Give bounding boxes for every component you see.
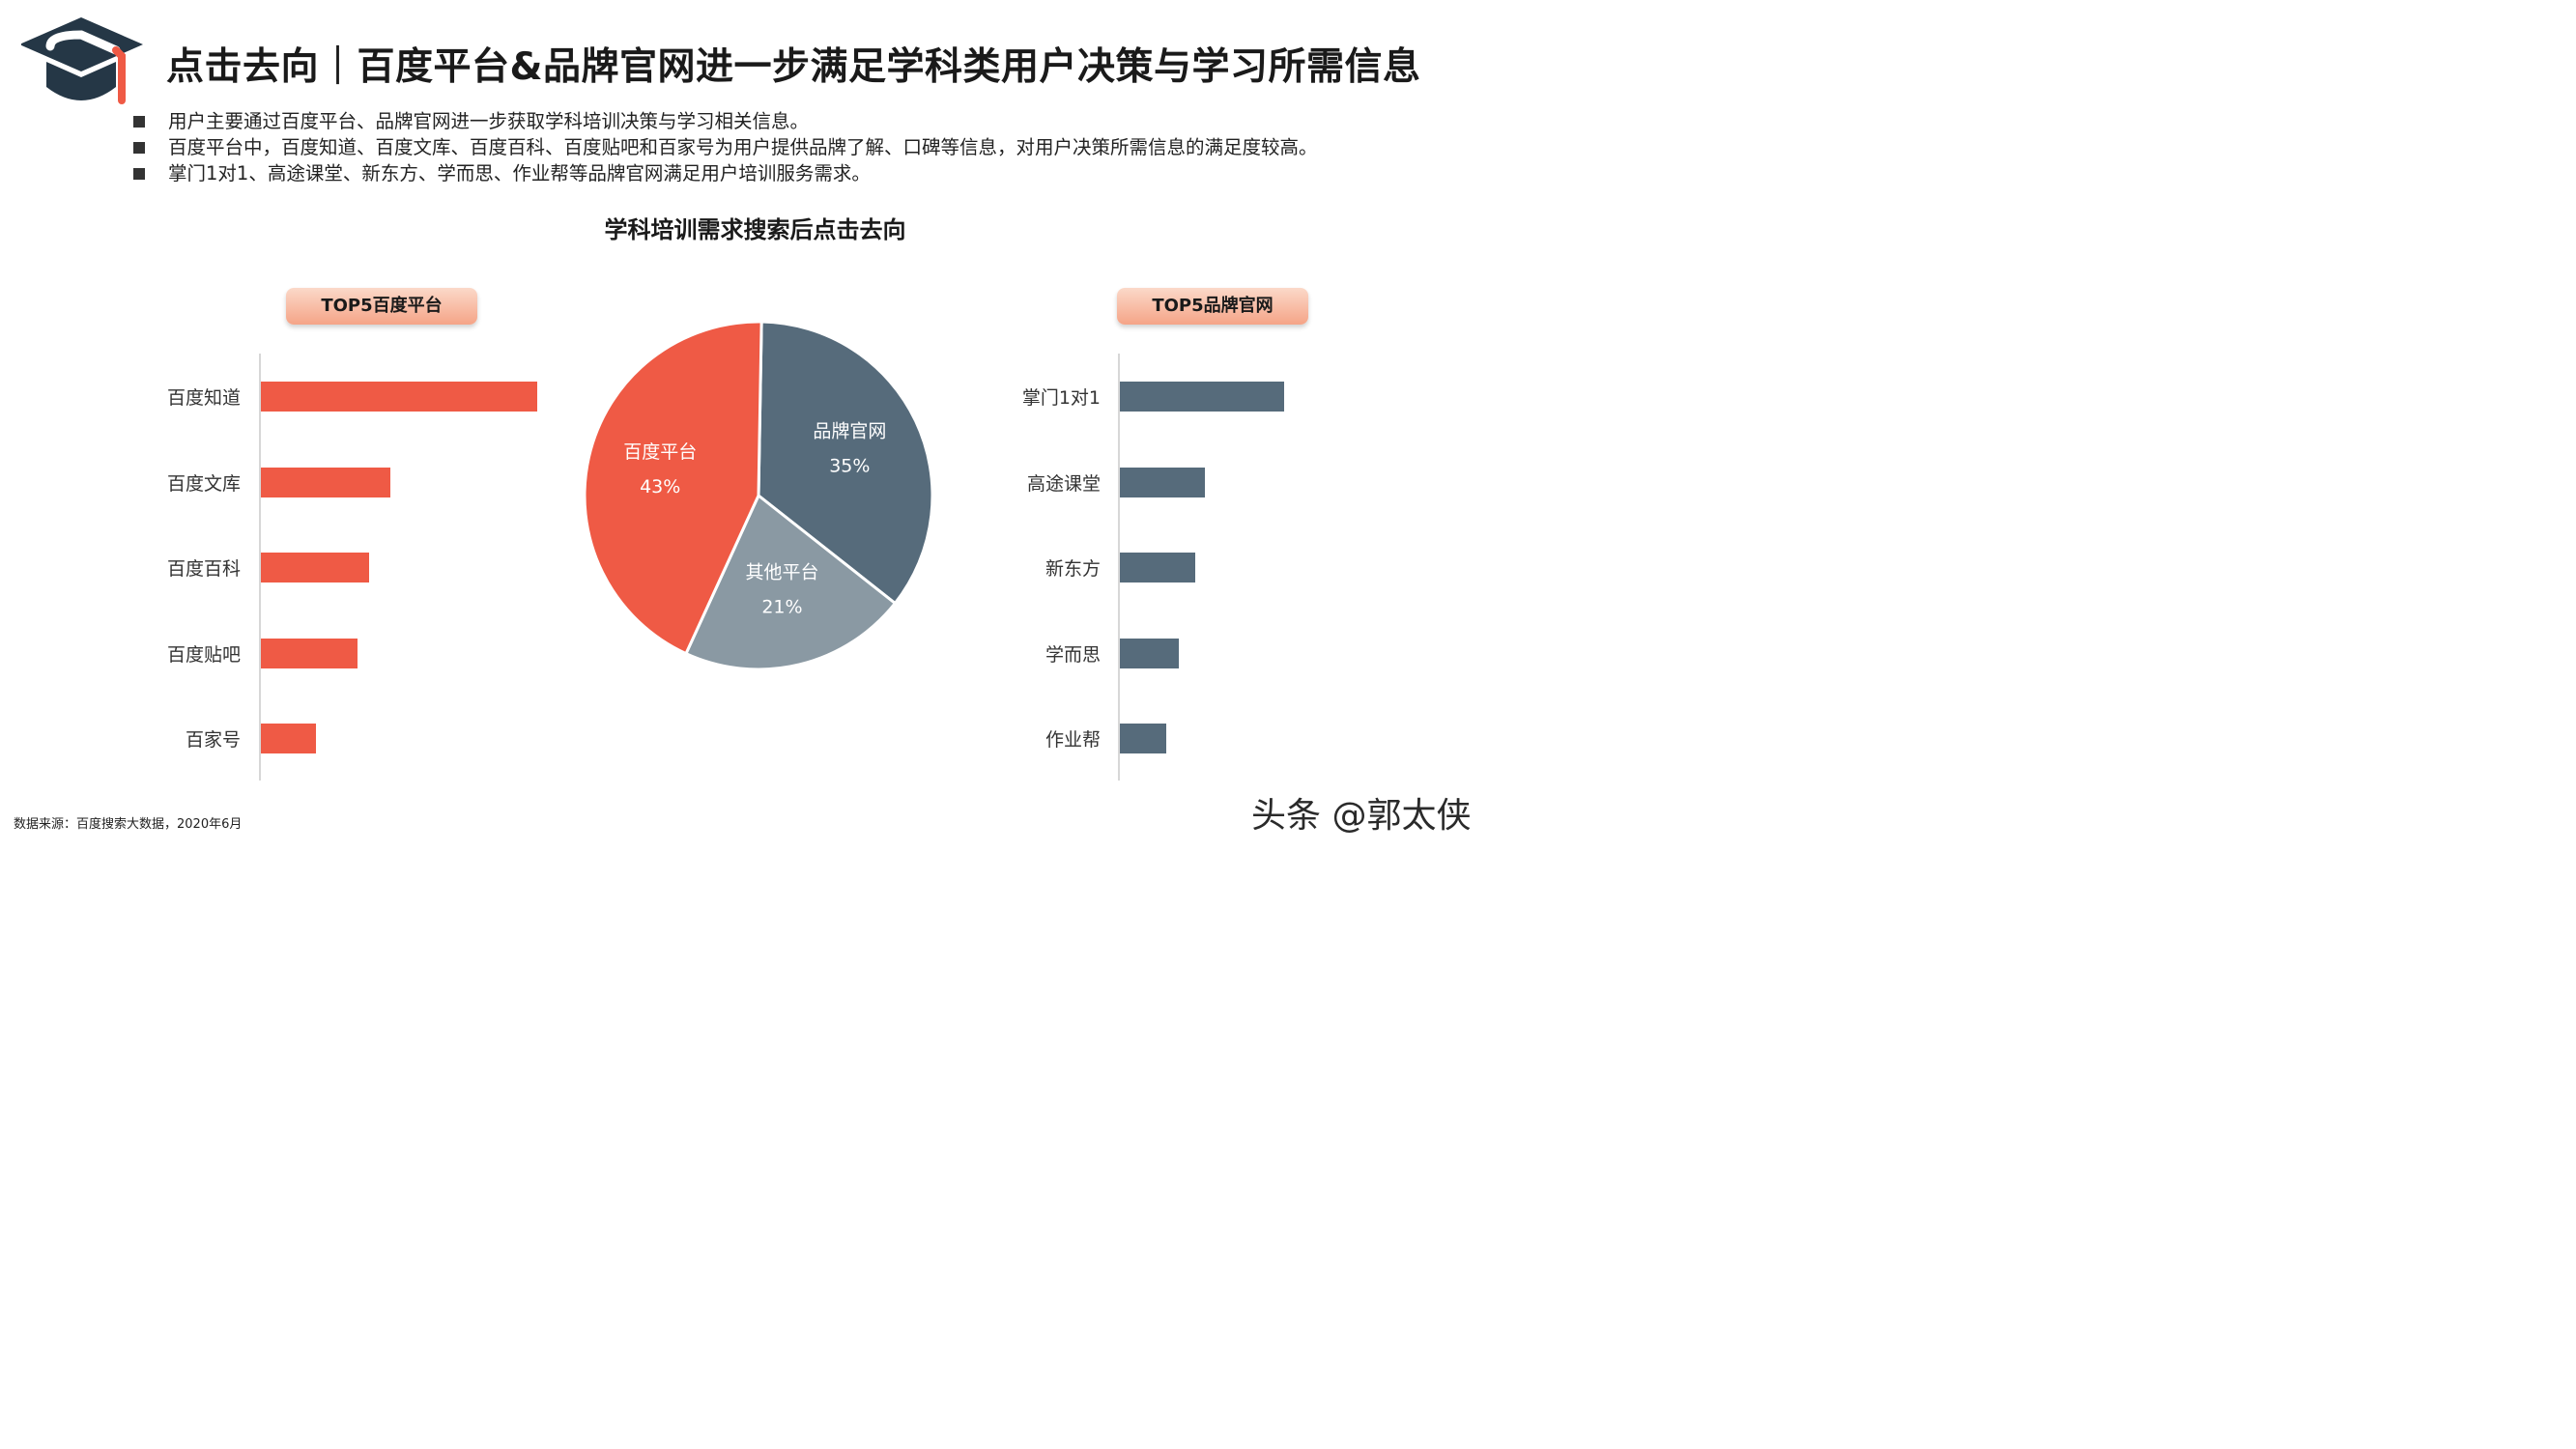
- brand-bar: [1120, 724, 1166, 753]
- pie-slice-value: 21%: [761, 596, 802, 617]
- page-title: 点击去向｜百度平台&品牌官网进一步满足学科类用户决策与学习所需信息: [166, 45, 1421, 89]
- square-bullet-icon: [133, 141, 145, 154]
- bullet-item: 用户主要通过百度平台、品牌官网进一步获取学科培训决策与学习相关信息。: [133, 108, 1318, 134]
- left-bar-axis: [259, 354, 261, 781]
- baidu-bar-label: 百家号: [185, 729, 241, 751]
- bullet-text: 掌门1对1、高途课堂、新东方、学而思、作业帮等品牌官网满足用户培训服务需求。: [168, 162, 871, 185]
- top5-brand-badge: TOP5品牌官网: [1117, 288, 1308, 325]
- bullet-item: 百度平台中，百度知道、百度文库、百度百科、百度贴吧和百家号为用户提供品牌了解、口…: [133, 134, 1318, 160]
- pie-slice-label: 其他平台: [745, 561, 818, 582]
- brand-bar-label: 高途课堂: [1026, 472, 1101, 495]
- square-bullet-icon: [133, 167, 145, 180]
- brand-bar-label: 学而思: [1045, 643, 1101, 666]
- baidu-bar-label: 百度百科: [166, 558, 241, 580]
- baidu-bar: [261, 467, 391, 497]
- brand-bar: [1120, 382, 1284, 412]
- click-destination-pie-chart: 品牌官网 35% 其他平台 21% 百度平台 43%: [583, 320, 934, 671]
- brand-bar-label: 掌门1对1: [1021, 387, 1101, 409]
- pie-slice: [683, 493, 898, 671]
- pie-slice-label: 品牌官网: [813, 420, 886, 441]
- baidu-bar-label: 百度贴吧: [166, 643, 241, 666]
- square-bullet-icon: [133, 115, 145, 128]
- brand-bar: [1120, 467, 1206, 497]
- graduation-cap-logo-icon: [21, 17, 143, 104]
- pie-slice-value: 43%: [640, 476, 680, 497]
- brand-bar: [1120, 638, 1180, 668]
- baidu-bar: [261, 382, 537, 412]
- brand-bar: [1120, 553, 1196, 582]
- pie-slice-value: 35%: [829, 455, 870, 476]
- baidu-bar: [261, 553, 369, 582]
- top5-baidu-badge: TOP5百度平台: [286, 288, 477, 325]
- pie-slice: [757, 320, 934, 606]
- bullet-text: 用户主要通过百度平台、品牌官网进一步获取学科培训决策与学习相关信息。: [168, 110, 810, 132]
- brand-bar-label: 作业帮: [1045, 729, 1101, 751]
- pie-slice-label: 百度平台: [623, 441, 697, 463]
- baidu-bar-label: 百度知道: [166, 387, 241, 409]
- baidu-bar: [261, 638, 358, 668]
- pie-slice: [583, 320, 763, 656]
- watermark-text: 头条 @郭太侠: [1251, 796, 1472, 836]
- brand-bar-label: 新东方: [1045, 558, 1101, 580]
- pie-chart-title: 学科培训需求搜索后点击去向: [604, 216, 906, 243]
- baidu-bar-label: 百度文库: [166, 472, 241, 495]
- right-bar-axis: [1118, 354, 1120, 781]
- data-source-note: 数据来源：百度搜索大数据，2020年6月: [14, 817, 243, 832]
- baidu-bar: [261, 724, 317, 753]
- bullet-text: 百度平台中，百度知道、百度文库、百度百科、百度贴吧和百家号为用户提供品牌了解、口…: [168, 136, 1318, 158]
- summary-bullets: 用户主要通过百度平台、品牌官网进一步获取学科培训决策与学习相关信息。 百度平台中…: [133, 108, 1318, 186]
- bullet-item: 掌门1对1、高途课堂、新东方、学而思、作业帮等品牌官网满足用户培训服务需求。: [133, 160, 1318, 186]
